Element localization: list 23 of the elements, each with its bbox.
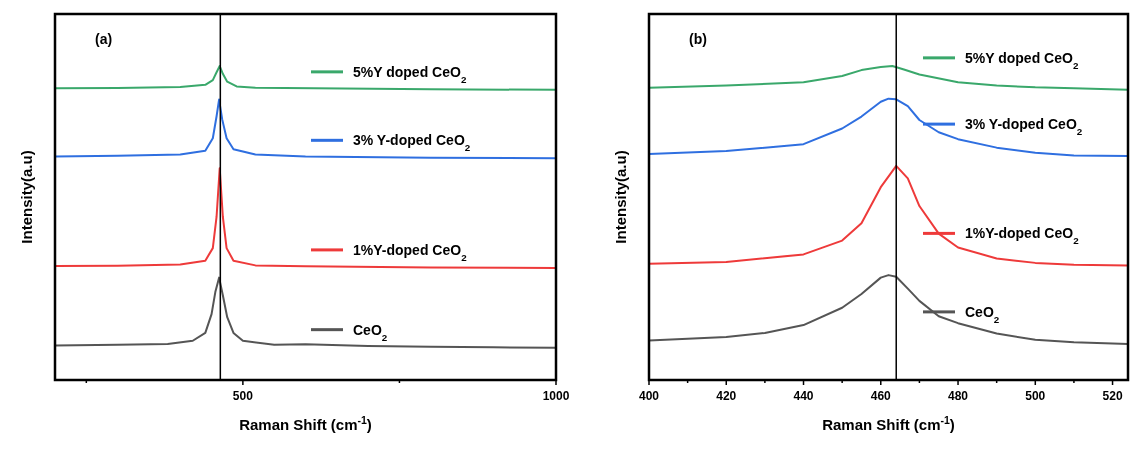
x-tick-label: 460 <box>870 389 892 403</box>
y-axis-title: Intensity(a.u) <box>18 150 35 244</box>
x-tick-label: 500 <box>1025 389 1046 403</box>
legend-label: CeO$_{2}$ <box>353 321 388 343</box>
legend-label: 5%Y doped CeO$_{2}$ <box>353 63 467 85</box>
chart-title: (b) <box>689 31 707 47</box>
chart-title: (a) <box>95 31 113 47</box>
x-axis-title: Raman Shift (cm$^{-1}$) <box>239 414 372 433</box>
x-tick-label: 1000 <box>542 389 570 403</box>
legend-label: CeO$_{2}$ <box>965 303 1000 325</box>
x-tick-label: 500 <box>232 389 254 403</box>
legend-label: 1%Y-doped CeO$_{2}$ <box>353 241 468 263</box>
legend-label: 5%Y doped CeO$_{2}$ <box>965 49 1079 71</box>
x-tick-label: 400 <box>638 389 660 403</box>
legend-label: 3% Y-doped CeO$_{2}$ <box>965 116 1083 137</box>
legend-label: 3% Y-doped CeO$_{2}$ <box>353 132 471 153</box>
x-axis-title: Raman Shift (cm$^{-1}$) <box>822 414 955 433</box>
x-tick-label: 480 <box>948 389 969 403</box>
x-tick-label: 440 <box>793 389 814 403</box>
x-tick-label: 420 <box>716 389 737 403</box>
y-axis-title: Intensity(a.u) <box>612 150 629 244</box>
legend-label: 1%Y-doped CeO$_{2}$ <box>965 225 1080 246</box>
x-tick-label: 520 <box>1102 389 1123 403</box>
